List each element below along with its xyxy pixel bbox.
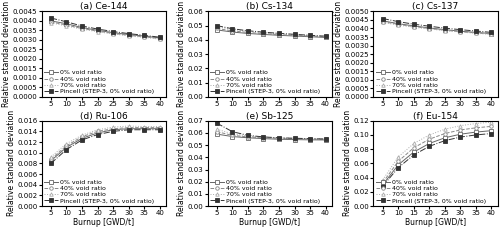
X-axis label: Burnup [GWD/t]: Burnup [GWD/t] [73,218,134,227]
X-axis label: Burnup [GWD/t]: Burnup [GWD/t] [239,218,300,227]
Y-axis label: Relative standard deviation: Relative standard deviation [2,1,12,107]
Legend: 0% void ratio, 40% void ratio, 70% void ratio, Pincell (STEP-3, 0% void ratio): 0% void ratio, 40% void ratio, 70% void … [44,69,154,95]
Title: (c) Cs-137: (c) Cs-137 [412,2,459,11]
Legend: 0% void ratio, 40% void ratio, 70% void ratio, Pincell (STEP-3, 0% void ratio): 0% void ratio, 40% void ratio, 70% void … [44,179,154,204]
Title: (a) Ce-144: (a) Ce-144 [80,2,128,11]
Y-axis label: Relative standard deviation: Relative standard deviation [7,110,16,216]
X-axis label: Burnup [GWD/t]: Burnup [GWD/t] [405,218,466,227]
Legend: 0% void ratio, 40% void ratio, 70% void ratio, Pincell (STEP-3, 0% void ratio): 0% void ratio, 40% void ratio, 70% void … [376,179,486,204]
Title: (e) Sb-125: (e) Sb-125 [246,112,294,121]
Legend: 0% void ratio, 40% void ratio, 70% void ratio, Pincell (STEP-3, 0% void ratio): 0% void ratio, 40% void ratio, 70% void … [376,69,486,95]
Legend: 0% void ratio, 40% void ratio, 70% void ratio, Pincell (STEP-3, 0% void ratio): 0% void ratio, 40% void ratio, 70% void … [210,69,320,95]
Y-axis label: Relative standard deviation: Relative standard deviation [334,1,343,107]
Title: (d) Ru-106: (d) Ru-106 [80,112,128,121]
Y-axis label: Relative standard deviation: Relative standard deviation [177,110,186,216]
Legend: 0% void ratio, 40% void ratio, 70% void ratio, Pincell (STEP-3, 0% void ratio): 0% void ratio, 40% void ratio, 70% void … [210,179,320,204]
Title: (b) Cs-134: (b) Cs-134 [246,2,293,11]
Y-axis label: Relative standard deviation: Relative standard deviation [343,110,352,216]
Title: (f) Eu-154: (f) Eu-154 [413,112,458,121]
Y-axis label: Relative standard deviation: Relative standard deviation [177,1,186,107]
